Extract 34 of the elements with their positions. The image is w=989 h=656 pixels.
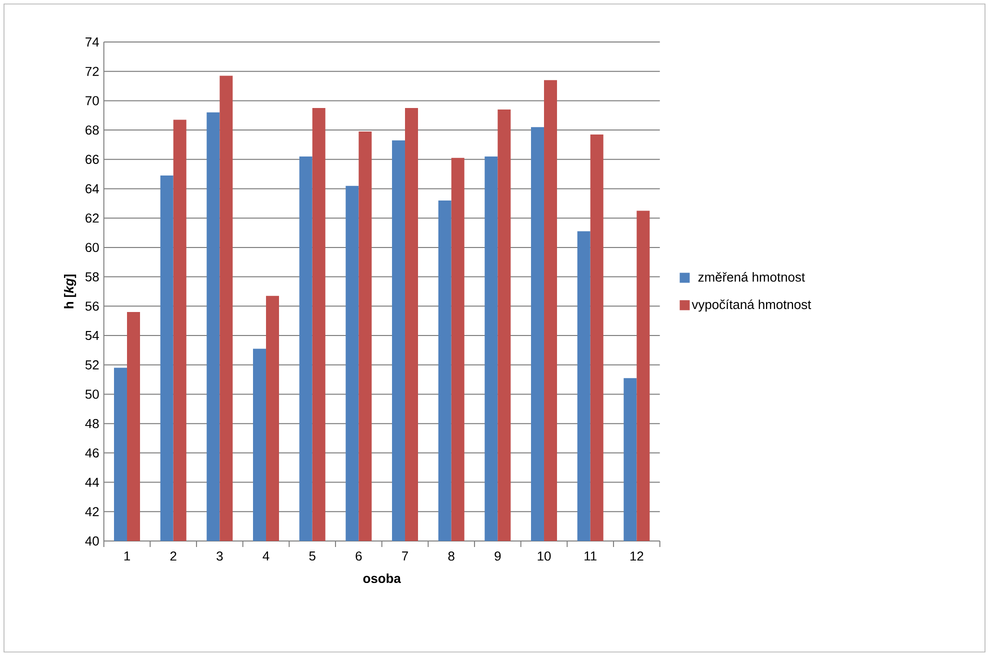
x-tick-label: 12 [630,551,644,561]
y-tick-label: 62 [86,214,99,223]
y-tick-label: 70 [86,96,99,106]
y-tick-label: 52 [85,360,99,370]
y-tick-label: 56 [85,302,99,311]
y-tick-label: 68 [86,125,99,135]
y-tick-label: 46 [85,448,99,458]
y-tick-label: 64 [86,184,99,194]
legend-label: vypočítaná hmotnost [692,299,812,312]
x-tick-label: 8 [448,551,454,561]
x-tick-label: 4 [262,552,270,560]
x-tick-label: 11 [584,552,596,560]
x-tick-label: 7 [402,552,408,560]
y-axis-title: h [kg] [64,274,76,308]
y-tick-label: 44 [85,478,99,487]
y-tick-label: 48 [85,418,99,428]
y-tick-label: 72 [86,66,99,76]
x-tick-label: 5 [309,552,316,561]
x-axis-title: osoba [363,573,401,584]
y-tick-label: 40 [85,536,99,546]
x-tick-label: 9 [494,551,501,561]
y-tick-label: 66 [86,154,99,164]
x-tick-label: 6 [356,551,362,561]
y-tick-label: 54 [85,331,99,340]
x-tick-label: 3 [216,551,223,561]
y-tick-label: 58 [85,272,99,282]
x-tick-label: 2 [170,551,176,561]
x-tick-label: 10 [538,551,551,561]
y-tick-label: 50 [85,390,99,399]
y-tick-label: 42 [85,507,99,516]
legend-label: změřená hmotnost [698,272,805,282]
y-tick-label: 74 [86,38,99,46]
y-tick-label: 60 [86,242,99,252]
x-tick-label: 1 [124,552,130,560]
